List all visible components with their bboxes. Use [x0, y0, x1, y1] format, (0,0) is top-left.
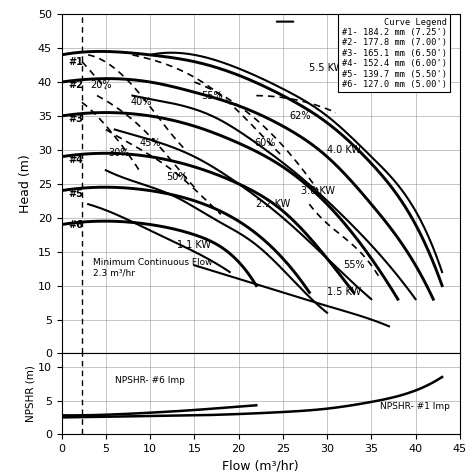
Text: 1.5 KW: 1.5 KW [327, 287, 361, 297]
Text: 62%: 62% [290, 111, 311, 121]
Text: 55%: 55% [343, 260, 365, 270]
Text: #2: #2 [69, 80, 83, 91]
Y-axis label: NPSHR (m): NPSHR (m) [25, 365, 35, 422]
Text: 3.0 KW: 3.0 KW [301, 185, 335, 195]
Text: 1.1 KW: 1.1 KW [177, 240, 210, 250]
X-axis label: Flow (m³/hr): Flow (m³/hr) [222, 460, 299, 472]
Text: #3: #3 [69, 114, 83, 124]
Text: Curve Legend
#1- 184.2 mm (7.25')
#2- 177.8 mm (7.00')
#3- 165.1 mm (6.50')
#4- : Curve Legend #1- 184.2 mm (7.25') #2- 17… [341, 17, 447, 89]
Y-axis label: Head (m): Head (m) [19, 154, 32, 213]
Text: 5.5 KW: 5.5 KW [310, 63, 344, 74]
Text: 60%: 60% [255, 138, 276, 148]
Text: NPSHR- #1 Imp: NPSHR- #1 Imp [380, 402, 450, 411]
Text: 45%: 45% [139, 138, 161, 148]
Text: #1: #1 [69, 57, 83, 67]
Text: #5: #5 [69, 189, 83, 199]
Text: 2.2 KW: 2.2 KW [256, 199, 291, 209]
Text: 4.0 KW: 4.0 KW [327, 145, 361, 155]
Text: 55%: 55% [201, 91, 223, 101]
Text: #6: #6 [69, 219, 83, 229]
Text: 50%: 50% [166, 172, 187, 182]
Text: #4: #4 [69, 155, 83, 165]
Text: NPSHR- #6 Imp: NPSHR- #6 Imp [115, 376, 184, 385]
Text: Minimum Continuous Flow
2.3 m³/hr: Minimum Continuous Flow 2.3 m³/hr [92, 259, 212, 278]
Text: 30%: 30% [109, 148, 130, 158]
Text: 40%: 40% [130, 97, 152, 107]
Text: 20%: 20% [91, 80, 112, 91]
